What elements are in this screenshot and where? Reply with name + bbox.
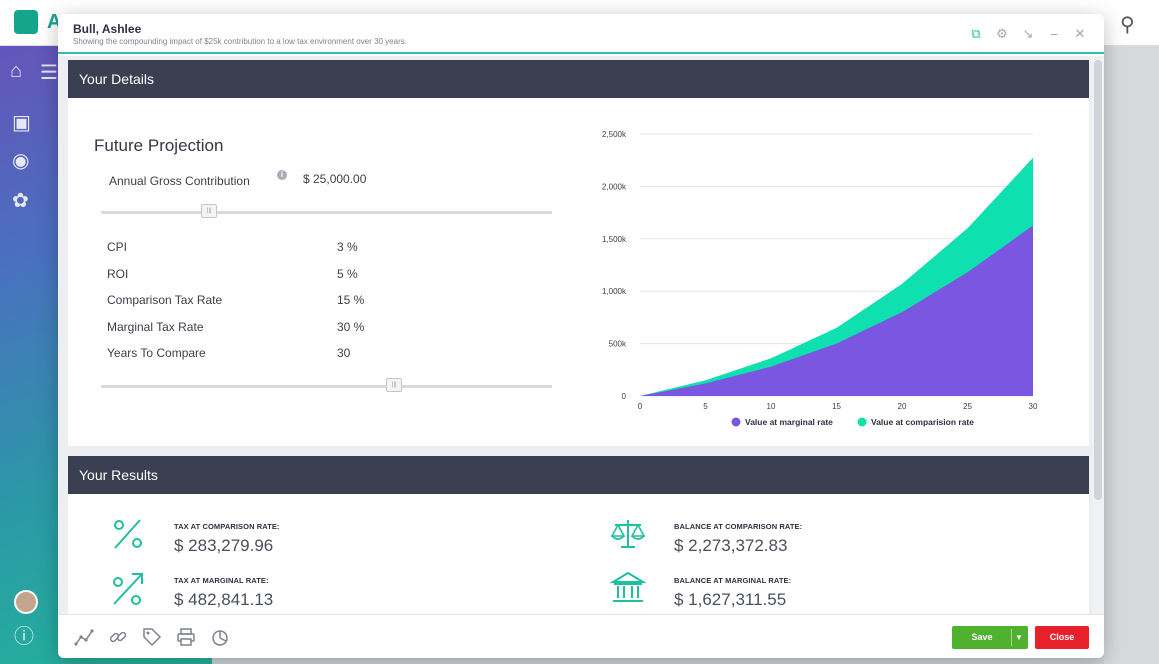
briefcase-icon[interactable]: ▣: [12, 112, 31, 134]
search-icon[interactable]: ⚲: [1120, 14, 1135, 36]
save-button-label: Save: [971, 632, 993, 642]
modal-title: Bull, Ashlee: [73, 22, 142, 36]
modal-footer: Save ▼ Close: [58, 614, 1104, 658]
percent-icon: [114, 519, 142, 549]
minimize-icon[interactable]: ⎯: [1050, 26, 1058, 41]
save-button[interactable]: Save ▼: [952, 626, 1028, 649]
chart-svg: 0 500k 1,000k 1,500k 2,000k 2,500k 0 5 10 15 20 25 3…: [602, 130, 1038, 427]
y-tick-label: 2,500k: [602, 130, 627, 139]
list-icon[interactable]: ☰: [40, 62, 58, 84]
param-row-comparison-tax: Comparison Tax Rate 15 %: [107, 293, 407, 307]
slider-handle[interactable]: |||: [386, 378, 403, 392]
legend-label: Value at comparision rate: [871, 417, 974, 427]
info-icon[interactable]: i: [277, 170, 287, 180]
result-value: $ 1,627,311.55: [674, 590, 787, 609]
pie-chart-icon[interactable]: [210, 627, 230, 647]
contribution-slider[interactable]: |||: [101, 204, 552, 218]
param-label: Years To Compare: [107, 346, 206, 360]
bank-icon: [610, 571, 646, 602]
result-label: TAX AT MARGINAL RATE:: [174, 576, 269, 585]
duplicate-icon[interactable]: ⧉: [971, 26, 981, 41]
result-label: BALANCE AT MARGINAL RATE:: [674, 576, 792, 585]
projection-chart: 0 500k 1,000k 1,500k 2,000k 2,500k 0 5 10 15 20 25 3…: [588, 122, 1048, 442]
agc-label: Annual Gross Contribution: [109, 174, 250, 188]
background-table: [1104, 46, 1159, 664]
modal-body: Your Details Future Projection Annual Gr…: [58, 56, 1104, 614]
y-tick-label: 0: [622, 392, 627, 401]
legend-label: Value at marginal rate: [745, 417, 833, 427]
close-button[interactable]: Close: [1035, 626, 1089, 649]
x-tick-label: 5: [703, 402, 708, 411]
avatar[interactable]: [14, 590, 38, 614]
button-divider: [1011, 629, 1012, 646]
help-icon[interactable]: ⓘ: [14, 626, 34, 648]
collapse-icon[interactable]: ↘: [1022, 26, 1034, 41]
agc-value: $ 25,000.00: [303, 172, 367, 186]
param-label: ROI: [107, 267, 129, 281]
app-logo-text: A: [47, 11, 62, 33]
param-label: Comparison Tax Rate: [107, 293, 223, 307]
x-tick-label: 15: [832, 402, 841, 411]
print-icon[interactable]: [176, 627, 196, 647]
percent-up-icon: [113, 573, 143, 605]
param-value: 30 %: [337, 320, 365, 334]
scales-icon: [610, 520, 646, 548]
modal-subtitle: Showing the compounding impact of $25k c…: [73, 37, 407, 46]
y-tick-label: 1,500k: [602, 235, 627, 244]
param-row-years: Years To Compare 30: [107, 346, 407, 360]
result-value: $ 283,279.96: [174, 536, 274, 555]
slider-handle[interactable]: |||: [201, 204, 218, 218]
tag-icon[interactable]: [142, 627, 162, 647]
results-panel: Your Results TAX AT COMPARISON RATE: $ 2…: [68, 456, 1089, 614]
scrollbar[interactable]: [1092, 56, 1104, 614]
modal-header: Bull, Ashlee Showing the compounding imp…: [58, 14, 1104, 54]
param-value: 5 %: [337, 267, 358, 281]
result-label: TAX AT COMPARISON RATE:: [174, 522, 280, 531]
projection-modal: Bull, Ashlee Showing the compounding imp…: [58, 14, 1104, 658]
scroll-thumb[interactable]: [1094, 60, 1102, 500]
line-chart-icon[interactable]: [74, 627, 94, 647]
legend-marker: [731, 417, 741, 427]
gear-icon[interactable]: ⚙: [996, 26, 1008, 41]
param-value: 15 %: [337, 293, 365, 307]
details-header: Your Details: [68, 60, 1089, 98]
hand-plant-icon[interactable]: ✿: [12, 190, 29, 212]
result-value: $ 482,841.13: [174, 590, 274, 609]
param-label: Marginal Tax Rate: [107, 320, 204, 334]
y-tick-label: 1,000k: [602, 287, 627, 296]
x-tick-label: 25: [963, 402, 972, 411]
x-tick-label: 20: [898, 402, 907, 411]
area-marginal-rate: [640, 225, 1033, 396]
result-value: $ 2,273,372.83: [674, 536, 788, 555]
param-value: 3 %: [337, 240, 358, 254]
param-row-cpi: CPI 3 %: [107, 240, 407, 254]
y-tick-label: 2,000k: [602, 182, 627, 191]
result-label: BALANCE AT COMPARISON RATE:: [674, 522, 803, 531]
link-icon[interactable]: [108, 627, 128, 647]
years-slider[interactable]: |||: [101, 378, 552, 392]
results-header: Your Results: [68, 456, 1089, 494]
param-value: 30: [337, 346, 351, 360]
param-label: CPI: [107, 240, 128, 254]
future-projection-title: Future Projection: [94, 136, 224, 155]
x-tick-label: 0: [638, 402, 643, 411]
legend-marker: [857, 417, 867, 427]
home-icon[interactable]: ⌂: [10, 60, 23, 82]
close-icon[interactable]: ✕: [1074, 26, 1086, 41]
param-row-marginal-tax: Marginal Tax Rate 30 %: [107, 320, 407, 334]
param-row-roi: ROI 5 %: [107, 267, 407, 281]
x-tick-label: 30: [1029, 402, 1038, 411]
dollar-icon[interactable]: ◉: [12, 150, 30, 172]
x-tick-label: 10: [767, 402, 776, 411]
y-tick-label: 500k: [609, 340, 627, 349]
app-logo-icon: [14, 10, 38, 34]
details-panel: Your Details Future Projection Annual Gr…: [68, 60, 1089, 446]
chevron-down-icon[interactable]: ▼: [1015, 633, 1023, 642]
